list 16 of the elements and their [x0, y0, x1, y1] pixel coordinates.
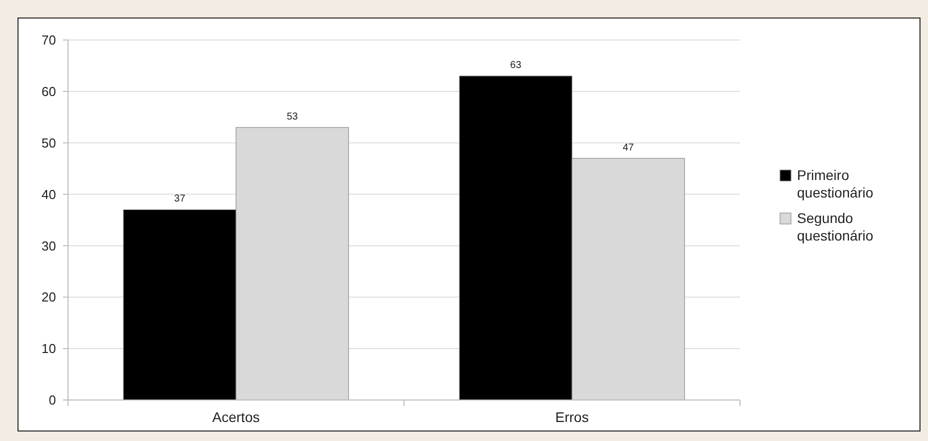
data-label: 63 — [510, 60, 522, 71]
y-tick-label: 40 — [42, 186, 56, 202]
y-tick-label: 10 — [42, 341, 56, 356]
legend-label: Primeiro questionário — [797, 166, 874, 200]
y-tick-label: 70 — [42, 32, 56, 48]
data-label: 47 — [622, 142, 634, 154]
x-tick-label: Acertos — [212, 409, 260, 425]
y-tick-label: 0 — [48, 392, 56, 408]
data-label: 53 — [286, 111, 298, 122]
y-tick-label: 50 — [42, 135, 56, 150]
y-tick-label: 20 — [42, 290, 56, 305]
x-tick-label: Erros — [555, 409, 589, 425]
y-tick-label: 60 — [42, 84, 56, 99]
legend-label: Segundo questionário — [797, 210, 874, 244]
y-tick-label: 30 — [42, 238, 56, 254]
data-label: 37 — [174, 194, 186, 205]
